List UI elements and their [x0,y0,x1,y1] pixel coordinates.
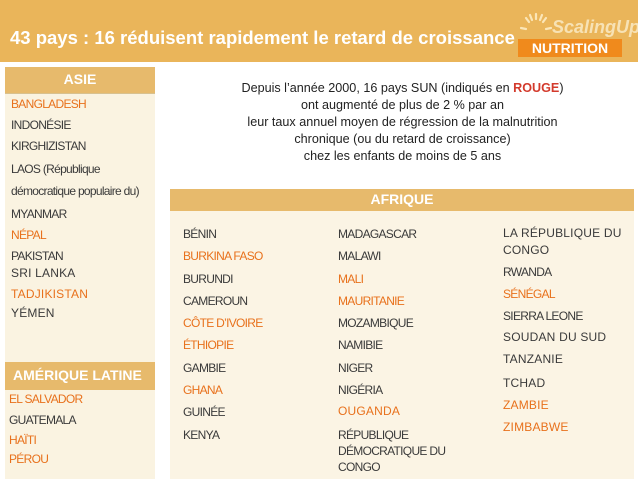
country-item: CONGO [503,243,550,257]
country-item: NIGER [338,361,373,375]
country-item: MAURITANIE [338,294,405,308]
page-title: 43 pays : 16 réduisent rapidement le ret… [10,27,515,48]
country-item: BURUNDI [183,272,233,286]
divider [5,93,155,94]
afrique-panel [170,211,634,479]
country-item: MOZAMBIQUE [338,316,414,330]
country-item: TCHAD [503,376,546,390]
country-item: RWANDA [503,265,552,279]
country-item: GUINÉE [183,405,226,419]
logo-band: NUTRITION [518,39,622,57]
scaling-up-nutrition-logo: ScalingUp NUTRITION [512,3,638,59]
country-item: YÉMEN [11,306,55,320]
country-item: BURKINA FASO [183,249,263,263]
intro-line-1: Depuis l’année 2000, 16 pays SUN (indiqu… [241,81,564,95]
country-item: CAMEROUN [183,294,248,308]
country-item: NÉPAL [11,228,47,242]
country-item: BANGLADESH [11,97,87,111]
country-item: KENYA [183,428,220,442]
intro-text: Depuis l’année 2000, 16 pays SUN (indiqu… [200,80,605,165]
country-item: TANZANIE [503,352,564,366]
country-item: HAÏTI [9,433,37,447]
logo-wordmark: ScalingUp [552,17,638,37]
country-item: SIERRA LEONE [503,309,583,323]
country-item: CÔTE D’IVOIRE [183,316,263,330]
country-item: GHANA [183,383,223,397]
country-item: BÉNIN [183,227,217,241]
country-item: LAOS (République [11,162,101,176]
country-item: CONGO [338,460,381,474]
country-item: GUATEMALA [9,413,77,427]
country-item: LA RÉPUBLIQUE DU [503,226,622,240]
country-item: RÉPUBLIQUE [338,428,409,442]
country-item: démocratique populaire du) [11,184,140,198]
country-item: MALI [338,272,364,286]
country-item: PAKISTAN [11,249,64,263]
country-item: DÉMOCRATIQUE DU [338,444,446,458]
country-item: EL SALVADOR [9,392,83,406]
country-item: SOUDAN DU SUD [503,330,607,344]
country-item: PÉROU [9,452,49,466]
country-item: NIGÉRIA [338,383,383,397]
country-item: NAMIBIE [338,338,383,352]
sun-logo-icon [519,12,553,31]
country-item: KIRGHIZISTAN [11,139,86,153]
region-header-afrique: AFRIQUE [170,189,634,211]
country-item: SÉNÉGAL [503,287,555,301]
country-item: ZAMBIE [503,398,549,412]
left-column [5,67,155,479]
header-bar: 43 pays : 16 réduisent rapidement le ret… [0,0,638,62]
country-item: ÉTHIOPIE [183,338,234,352]
intro-line-2: ont augmenté de plus de 2 % par an [300,98,505,112]
country-item: ZIMBABWE [503,420,569,434]
intro-line-4: chronique (ou du retard de croissance) [294,132,511,146]
country-item: TADJIKISTAN [11,287,89,301]
intro-line-3: leur taux annuel moyen de régression de … [247,115,558,129]
country-item: MALAWI [338,249,381,263]
country-item: MADAGASCAR [338,227,417,241]
country-item: SRI LANKA [11,266,76,280]
region-header-asie: ASIE [5,67,155,93]
rouge-highlight: ROUGE [513,81,560,95]
country-item: MYANMAR [11,207,67,221]
country-item: INDONÉSIE [11,118,71,132]
region-header-amerique-latine: AMÉRIQUE LATINE [5,362,155,390]
country-item: GAMBIE [183,361,226,375]
intro-line-5: chez les enfants de moins de 5 ans [303,149,502,163]
country-item: OUGANDA [338,404,401,418]
